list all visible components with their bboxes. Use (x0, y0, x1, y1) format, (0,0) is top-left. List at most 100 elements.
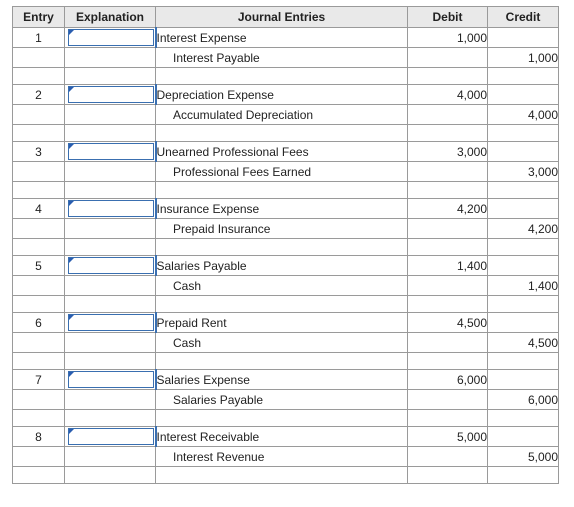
blank-cell (64, 295, 156, 313)
debit-account: Salaries Payable (154, 255, 408, 276)
journal-row-blank (12, 352, 559, 370)
blank-cell (155, 124, 408, 142)
explanation-empty (64, 275, 156, 296)
blank-cell (155, 295, 408, 313)
journal-row-blank (12, 124, 559, 142)
blank-cell (64, 352, 156, 370)
blank-cell (487, 124, 559, 142)
entry-number: 7 (12, 369, 65, 390)
debit-amount: 1,000 (407, 27, 488, 48)
journal-row-blank (12, 295, 559, 313)
blank-cell (487, 295, 559, 313)
debit-amount-empty (407, 332, 488, 353)
explanation-field[interactable] (68, 371, 154, 388)
header-row: Entry Explanation Journal Entries Debit … (12, 6, 559, 28)
journal-row-debit: 5 Salaries Payable 1,400 (12, 255, 559, 276)
explanation-field[interactable] (68, 257, 154, 274)
blank-cell (64, 409, 156, 427)
explanation-field[interactable] (68, 428, 154, 445)
blank-cell (155, 67, 408, 85)
debit-amount: 5,000 (407, 426, 488, 447)
credit-amount: 3,000 (487, 161, 559, 182)
explanation-field[interactable] (68, 143, 154, 160)
entry-number-empty (12, 275, 65, 296)
journal-row-blank (12, 238, 559, 256)
blank-cell (64, 466, 156, 484)
dropdown-flag-icon (69, 372, 74, 377)
journal-body: 1 Interest Expense 1,000 Interest Payable 1,… (12, 27, 559, 484)
credit-account: Salaries Payable (155, 389, 408, 410)
blank-cell (487, 238, 559, 256)
debit-amount: 3,000 (407, 141, 488, 162)
blank-cell (12, 124, 65, 142)
dropdown-flag-icon (69, 87, 74, 92)
journal-row-blank (12, 67, 559, 85)
explanation-cell (64, 27, 156, 48)
dropdown-flag-icon (69, 315, 74, 320)
debit-amount-empty (407, 104, 488, 125)
credit-account: Cash (155, 332, 408, 353)
dropdown-flag-icon (69, 201, 74, 206)
blank-cell (407, 124, 488, 142)
explanation-empty (64, 389, 156, 410)
dropdown-flag-icon (69, 258, 74, 263)
journal-row-debit: 1 Interest Expense 1,000 (12, 27, 559, 48)
debit-account: Interest Expense (154, 27, 408, 48)
credit-amount-empty (487, 198, 559, 219)
blank-cell (407, 466, 488, 484)
blank-cell (487, 352, 559, 370)
credit-account: Professional Fees Earned (155, 161, 408, 182)
explanation-field[interactable] (68, 29, 154, 46)
journal-row-credit: Cash 1,400 (12, 275, 559, 296)
blank-cell (64, 124, 156, 142)
debit-amount-empty (407, 161, 488, 182)
credit-account: Prepaid Insurance (155, 218, 408, 239)
journal-row-credit: Professional Fees Earned 3,000 (12, 161, 559, 182)
debit-account: Insurance Expense (154, 198, 408, 219)
debit-amount: 4,000 (407, 84, 488, 105)
blank-cell (407, 409, 488, 427)
header-journal-entries: Journal Entries (155, 6, 408, 28)
blank-cell (155, 238, 408, 256)
explanation-field[interactable] (68, 86, 154, 103)
explanation-cell (64, 426, 156, 447)
explanation-field[interactable] (68, 314, 154, 331)
credit-account: Interest Payable (155, 47, 408, 68)
header-debit: Debit (407, 6, 488, 28)
debit-amount-empty (407, 218, 488, 239)
explanation-field[interactable] (68, 200, 154, 217)
explanation-empty (64, 218, 156, 239)
journal-row-debit: 2 Depreciation Expense 4,000 (12, 84, 559, 105)
credit-amount: 4,000 (487, 104, 559, 125)
debit-amount: 4,500 (407, 312, 488, 333)
blank-cell (155, 409, 408, 427)
dropdown-flag-icon (69, 30, 74, 35)
blank-cell (12, 181, 65, 199)
blank-cell (487, 181, 559, 199)
credit-amount-empty (487, 27, 559, 48)
credit-account: Cash (155, 275, 408, 296)
entry-number: 3 (12, 141, 65, 162)
entry-number-empty (12, 47, 65, 68)
entry-number-empty (12, 389, 65, 410)
entry-number: 2 (12, 84, 65, 105)
entry-number: 6 (12, 312, 65, 333)
entry-number-empty (12, 104, 65, 125)
explanation-empty (64, 47, 156, 68)
blank-cell (487, 409, 559, 427)
journal-row-debit: 4 Insurance Expense 4,200 (12, 198, 559, 219)
blank-cell (12, 238, 65, 256)
debit-amount-empty (407, 275, 488, 296)
explanation-cell (64, 198, 156, 219)
blank-cell (12, 409, 65, 427)
journal-row-credit: Interest Revenue 5,000 (12, 446, 559, 467)
credit-amount: 1,000 (487, 47, 559, 68)
dropdown-flag-icon (69, 144, 74, 149)
blank-cell (487, 466, 559, 484)
header-credit: Credit (487, 6, 559, 28)
debit-amount: 6,000 (407, 369, 488, 390)
entry-number-empty (12, 332, 65, 353)
explanation-cell (64, 255, 156, 276)
journal-row-blank (12, 466, 559, 484)
blank-cell (487, 67, 559, 85)
